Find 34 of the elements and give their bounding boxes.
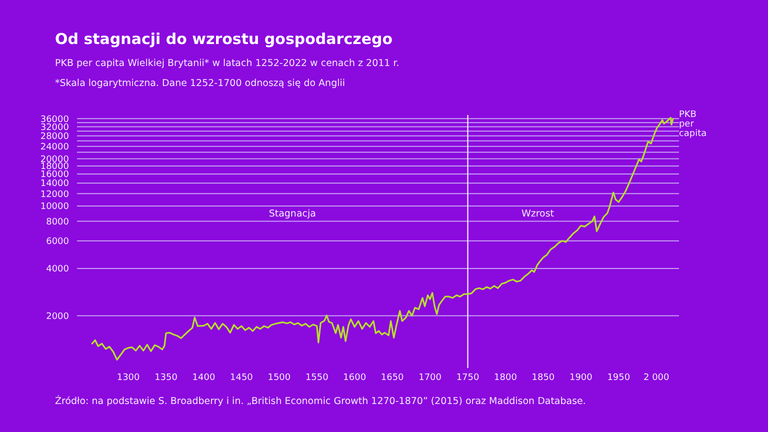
x-tick-label: 1300 bbox=[116, 373, 140, 383]
y-tick-label: 2000 bbox=[46, 312, 70, 322]
annotation: Stagnacja bbox=[268, 208, 316, 220]
y-tick-label: 8000 bbox=[46, 217, 70, 228]
chart-subtitle: PKB per capita Wielkiej Brytanii* w latach 1252-2022 w cenach z 2011 r. bbox=[55, 58, 400, 69]
y-tick-label: 24000 bbox=[40, 142, 70, 152]
y-tick-label: 28000 bbox=[40, 132, 70, 142]
y-tick-label: 4000 bbox=[46, 264, 70, 275]
x-tick-label: 1550 bbox=[305, 373, 329, 383]
text: Źródło: na podstawie S. Broadberry i in. „British Economic Growth 1270-1870” (2015) oraz Maddison Database. bbox=[55, 395, 586, 407]
line-series bbox=[91, 116, 674, 361]
y-tick-label: 10000 bbox=[40, 202, 70, 212]
chart-title: Od stagnacji do wzrostu gospodarczego bbox=[55, 30, 393, 48]
x-tick-label: 1350 bbox=[154, 373, 178, 383]
y-tick-label: 14000 bbox=[40, 179, 70, 190]
x-tick-label: 1900 bbox=[569, 373, 593, 383]
x-tick-label: 1700 bbox=[418, 373, 442, 383]
y-tick-label: 16000 bbox=[40, 170, 70, 180]
x-tick-label: 2 000 bbox=[643, 373, 670, 383]
x-tick-label: 1400 bbox=[192, 373, 216, 383]
y-tick-label: 6000 bbox=[46, 237, 70, 248]
y-tick-label: 32000 bbox=[40, 122, 70, 133]
annotation: Wzrost bbox=[521, 208, 554, 220]
x-tick-label: 1500 bbox=[268, 373, 291, 383]
text: *Skala logarytmiczna. Dane 1252-1700 odnoszą się do Anglii bbox=[55, 78, 346, 89]
series-label: PKB per capita bbox=[678, 110, 707, 140]
x-tick-label: 1600 bbox=[343, 373, 366, 383]
x-tick-label: 1950 bbox=[607, 373, 630, 383]
y-tick-label: 12000 bbox=[40, 190, 70, 200]
x-tick-label: 1750 bbox=[456, 373, 480, 383]
x-tick-label: 1650 bbox=[380, 373, 404, 383]
x-tick-label: 1450 bbox=[230, 373, 254, 383]
x-tick-label: 1850 bbox=[532, 373, 555, 383]
x-tick-label: 1800 bbox=[494, 373, 518, 383]
